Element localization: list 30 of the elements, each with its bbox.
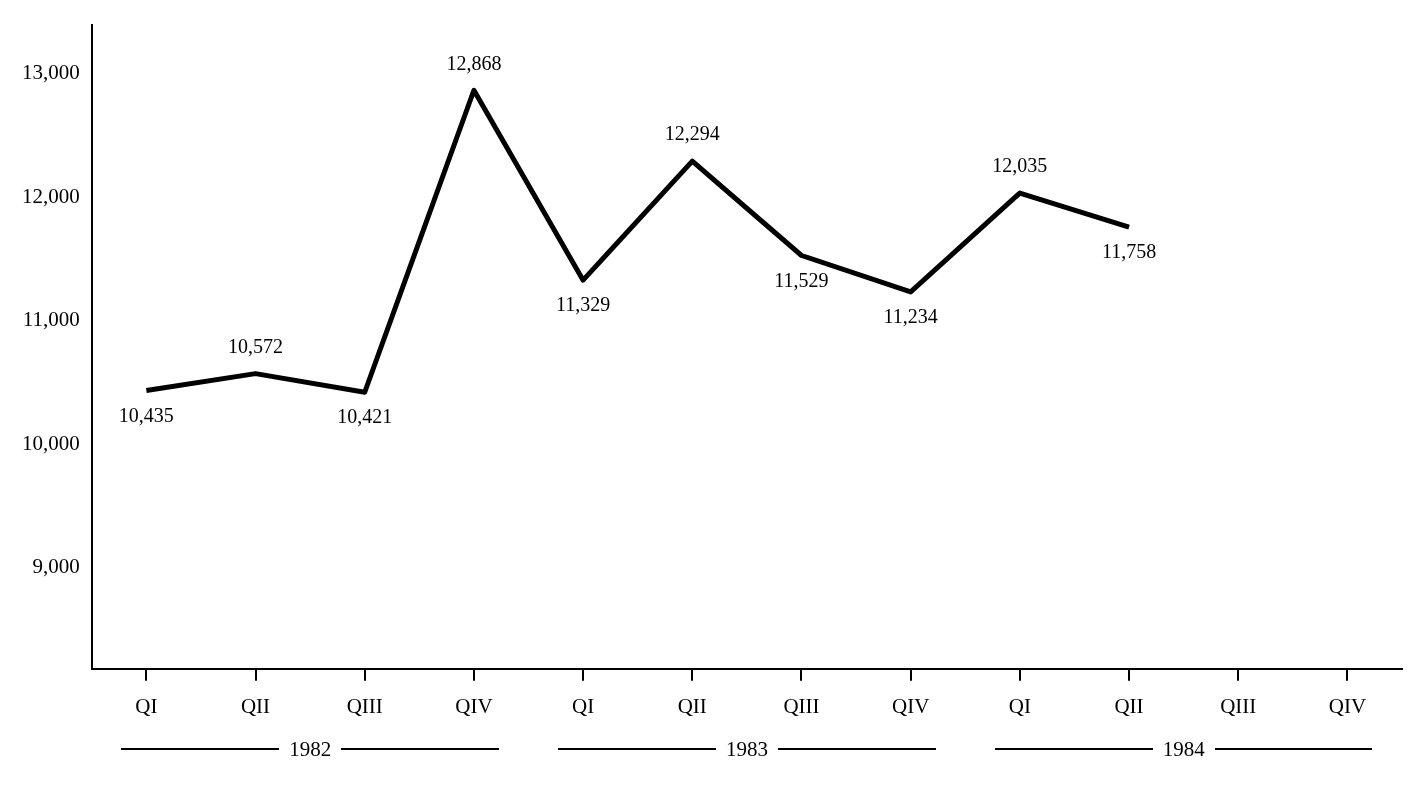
data-label: 12,035 (992, 154, 1048, 177)
data-label: 11,329 (555, 293, 611, 316)
x-tick-label: QIV (891, 693, 930, 718)
text: 1982 (288, 736, 333, 762)
x-tick-label: QI (135, 693, 158, 718)
text: 1984 (1161, 736, 1206, 762)
data-label: 12,868 (446, 51, 502, 74)
y-tick-label: 11,000 (22, 307, 80, 332)
data-label: 11,758 (1101, 240, 1157, 263)
x-tick-label: QIII (783, 693, 820, 718)
y-tick-label: 9,000 (32, 554, 80, 579)
data-label: 10,435 (118, 403, 174, 426)
text: 1983 (724, 736, 769, 762)
x-tick-label: QII (1114, 693, 1144, 718)
x-tick-label: QIV (1328, 693, 1367, 718)
x-tick-label: QIV (455, 693, 493, 718)
y-tick-label: 10,000 (22, 430, 80, 455)
data-label: 11,529 (774, 268, 829, 291)
x-tick-label: QI (1008, 693, 1031, 718)
y-tick-label: 13,000 (22, 60, 80, 85)
data-label: 10,421 (337, 405, 393, 428)
x-tick-label: QI (572, 693, 595, 718)
x-tick-label: QIII (346, 693, 383, 718)
x-tick-label: QII (240, 693, 271, 718)
x-tick-label: QII (677, 693, 707, 718)
data-label: 11,234 (883, 305, 938, 328)
data-label: 12,294 (664, 122, 720, 145)
y-tick-label: 12,000 (22, 183, 80, 208)
data-label: 10,572 (228, 334, 284, 357)
x-tick-label: QIII (1220, 693, 1257, 718)
